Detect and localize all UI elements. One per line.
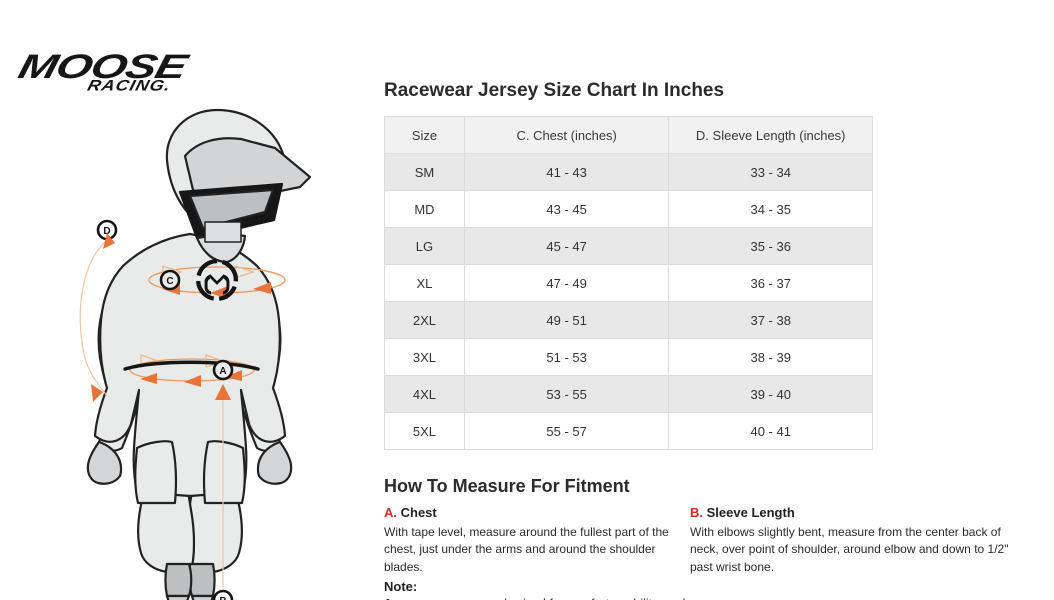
svg-text:A: A <box>219 366 226 377</box>
svg-text:B: B <box>219 596 226 600</box>
svg-text:C: C <box>166 276 173 287</box>
